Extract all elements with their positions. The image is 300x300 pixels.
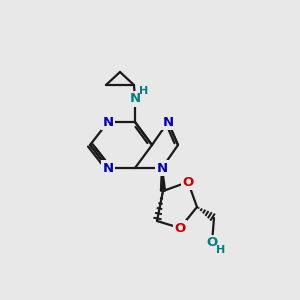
Text: H: H [216,245,226,255]
Polygon shape [160,168,166,191]
Text: N: N [129,92,141,106]
Text: N: N [162,116,174,128]
Text: N: N [102,116,114,128]
Text: N: N [102,161,114,175]
Text: O: O [206,236,218,250]
Text: O: O [174,221,186,235]
Text: H: H [140,86,148,96]
Text: N: N [156,161,168,175]
Text: O: O [182,176,194,188]
